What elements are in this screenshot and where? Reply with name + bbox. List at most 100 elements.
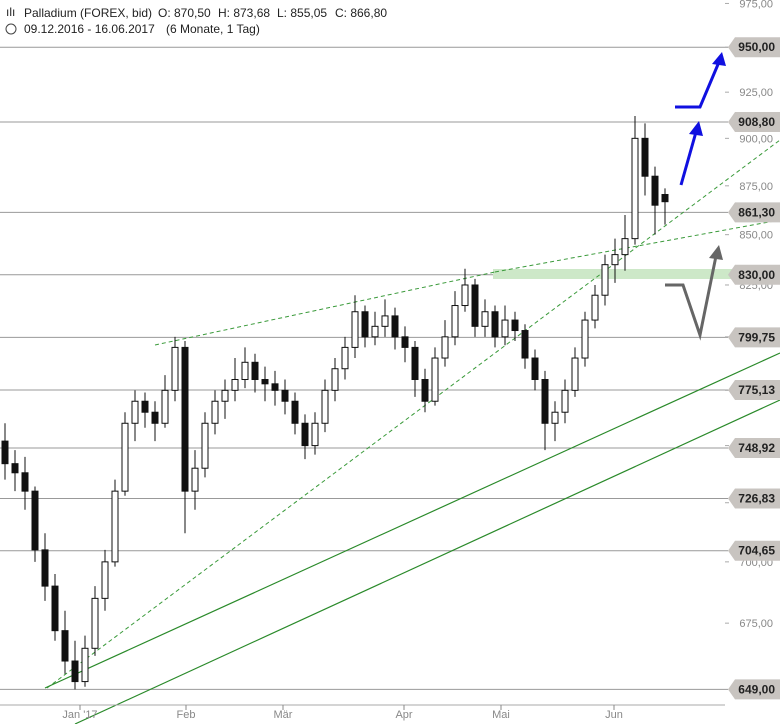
arrowhead [712, 52, 726, 66]
level-tag [728, 202, 780, 223]
candle-body [31, 490, 39, 551]
candle-body [191, 467, 199, 492]
trend-line [46, 139, 780, 689]
candle-body [131, 400, 139, 424]
candle-body [491, 311, 499, 338]
level-label: 775,13 [738, 383, 775, 397]
candle-body [211, 400, 219, 424]
y-tick-label: 875,00 [739, 181, 773, 193]
candle-body [181, 346, 189, 492]
y-tick-label: 975,00 [739, 0, 773, 10]
trend-line [74, 399, 780, 724]
level-tag [728, 264, 780, 285]
level-tag [728, 540, 780, 561]
level-tag [728, 679, 780, 700]
candle-body [601, 264, 609, 296]
candle-body [231, 379, 239, 391]
candle-body [501, 319, 509, 338]
candle-body [111, 490, 119, 563]
candle-body [341, 346, 349, 370]
level-label: 649,00 [738, 682, 775, 696]
candle-body [61, 630, 69, 662]
candle-body [591, 294, 599, 321]
candle-body [351, 311, 359, 348]
y-tick-label: 900,00 [739, 133, 773, 145]
candle-body [401, 336, 409, 348]
y-tick-label: 850,00 [739, 230, 773, 242]
trend-line [154, 271, 496, 346]
candle-body [531, 357, 539, 381]
arrow [679, 131, 698, 186]
candle-body [51, 585, 59, 632]
candle-body [201, 422, 209, 469]
level-label: 726,83 [738, 491, 775, 505]
high: H: 873,68 [218, 6, 270, 20]
candle-body [371, 325, 379, 338]
candle-body [71, 660, 79, 683]
level-label: 748,92 [738, 441, 775, 455]
candle-body [641, 137, 649, 177]
candle-body [101, 561, 109, 599]
level-label: 830,00 [738, 268, 775, 282]
x-tick-label: Jan '17 [62, 709, 97, 721]
candle-body [221, 389, 229, 402]
candle-body [411, 346, 419, 381]
candle-body [161, 389, 169, 424]
candle-body [11, 463, 19, 474]
candle-body [301, 422, 309, 447]
title: Palladium (FOREX, bid) [24, 6, 152, 20]
level-label: 950,00 [738, 40, 775, 54]
arrowhead [689, 121, 703, 136]
close: C: 866,80 [335, 6, 387, 20]
candle-body [331, 368, 339, 391]
x-tick-label: Mai [492, 709, 510, 721]
candle-body [581, 319, 589, 359]
candle-body [661, 194, 669, 203]
arrowhead [709, 245, 723, 260]
candle-body [461, 284, 469, 307]
level-tag [728, 488, 780, 509]
candle-body [611, 254, 619, 266]
candle-body [1, 440, 9, 465]
candle-body [151, 411, 159, 424]
candle-body [471, 284, 479, 327]
arrow [675, 61, 721, 109]
candle-body [621, 238, 629, 256]
candle-body [291, 400, 299, 424]
level-label: 861,30 [738, 205, 775, 219]
level-label: 704,65 [738, 544, 775, 558]
low: L: 855,05 [277, 6, 327, 20]
candle-body [571, 357, 579, 391]
x-tick-label: Jun [605, 709, 623, 721]
candle-body [311, 422, 319, 447]
x-tick-label: Mär [274, 709, 293, 721]
x-tick-label: Feb [177, 709, 196, 721]
candle-body [81, 647, 89, 683]
clock-icon [5, 23, 17, 35]
period: (6 Monate, 1 Tag) [166, 22, 260, 36]
level-tag [728, 111, 780, 132]
candle-body [281, 389, 289, 402]
candle-body [141, 400, 149, 413]
candle-body [251, 361, 259, 381]
x-tick-label: Apr [395, 709, 412, 721]
candle-body [381, 315, 389, 327]
trend-line [44, 352, 780, 689]
candle-body [651, 175, 659, 206]
y-tick-label: 675,00 [739, 618, 773, 630]
open: O: 870,50 [158, 6, 211, 20]
candle-body [171, 346, 179, 391]
candle-body [451, 305, 459, 338]
candle-body [431, 357, 439, 402]
candle-body [631, 137, 639, 240]
candle-body [521, 330, 529, 359]
candle-body [421, 379, 429, 402]
candle-body [241, 361, 249, 381]
level-tag [728, 438, 780, 459]
candle-body [321, 389, 329, 424]
candle-body [511, 319, 519, 332]
icon: ılı [6, 5, 15, 19]
candle-body [271, 383, 279, 391]
arrow [665, 255, 718, 341]
